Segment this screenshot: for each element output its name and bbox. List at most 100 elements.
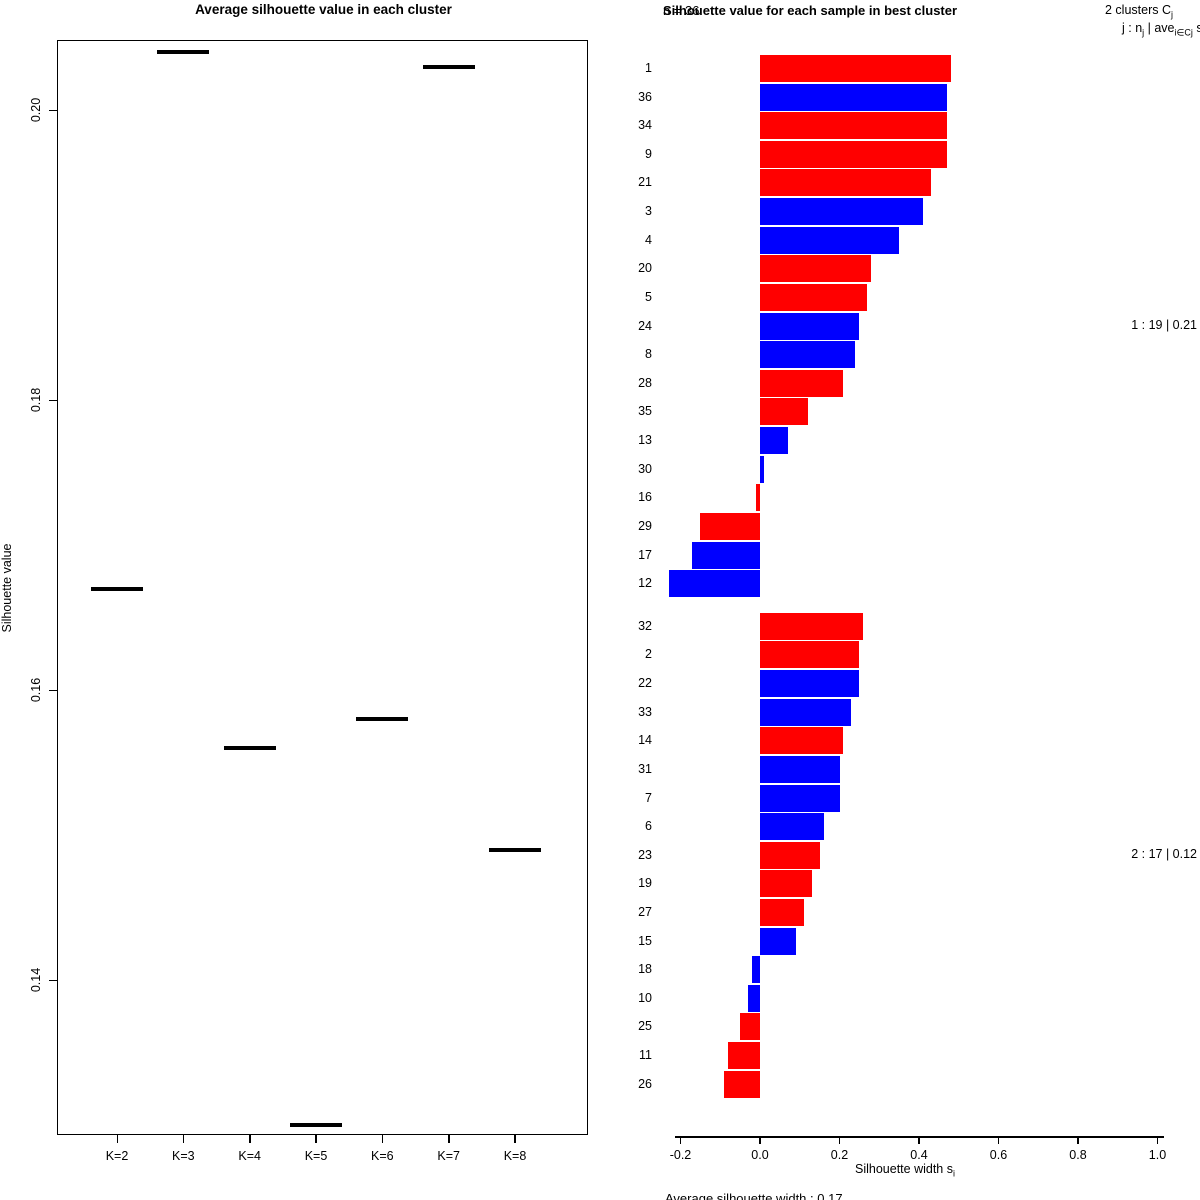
silhouette-bar-sample-11 (728, 1042, 760, 1070)
sample-label-13: 13 (638, 433, 652, 448)
sample-label-32: 32 (638, 618, 652, 633)
silhouette-bar-sample-4 (760, 226, 900, 254)
left-x-tick-mark (514, 1135, 516, 1143)
silhouette-bar-sample-30 (760, 455, 764, 483)
sample-label-26: 26 (638, 1076, 652, 1091)
right-chart-title: Silhouette value for each sample in best… (663, 3, 958, 18)
sample-label-29: 29 (638, 518, 652, 533)
silhouette-bar-sample-22 (760, 670, 860, 698)
left-x-tick-label: K=3 (172, 1149, 195, 1163)
silhouette-bar-sample-16 (756, 484, 760, 512)
data-point-dash-K=8 (488, 847, 541, 852)
silhouette-bar-sample-14 (760, 727, 844, 755)
sample-label-19: 19 (638, 876, 652, 891)
data-point-dash-K=6 (356, 717, 409, 721)
silhouette-bar-sample-20 (760, 255, 872, 283)
sample-label-36: 36 (638, 89, 652, 104)
sample-label-7: 7 (645, 790, 652, 805)
left-x-tick-label: K=8 (503, 1149, 527, 1163)
right-x-tick-mark (838, 1136, 841, 1144)
left-x-tick-mark (448, 1135, 450, 1143)
silhouette-bar-sample-13 (760, 427, 788, 455)
sample-label-14: 14 (638, 733, 652, 748)
left-y-tick-label: 0.14 (29, 967, 43, 993)
silhouette-bar-sample-12 (668, 570, 760, 598)
left-x-tick-mark (381, 1135, 384, 1143)
left-x-tick-label: K=2 (105, 1149, 129, 1163)
sample-label-3: 3 (645, 204, 652, 219)
silhouette-bar-sample-34 (760, 112, 947, 140)
left-y-tick-mark (49, 399, 57, 401)
silhouette-bar-sample-15 (760, 927, 796, 955)
silhouette-bar-sample-2 (760, 641, 860, 669)
right-x-axis-label: Silhouette width si (855, 1162, 955, 1179)
silhouette-bar-sample-8 (760, 341, 856, 369)
left-x-tick-mark (182, 1135, 185, 1143)
left-y-tick-label: 0.16 (29, 677, 43, 703)
sample-label-1: 1 (645, 61, 652, 75)
silhouette-bar-sample-27 (760, 899, 804, 926)
right-x-tick-mark (679, 1136, 682, 1144)
right-x-tick-label: 0.0 (751, 1148, 769, 1162)
silhouette-bar-sample-10 (748, 984, 760, 1012)
silhouette-bar-sample-1 (760, 55, 951, 82)
left-plot-box (57, 40, 588, 1135)
cluster-legend-line2: j : nj | avei∈Cj si (1122, 21, 1200, 38)
data-point-dash-K=3 (157, 50, 210, 54)
silhouette-bar-sample-6 (760, 813, 824, 841)
right-x-tick-label: 0.6 (989, 1148, 1008, 1162)
sample-label-6: 6 (645, 819, 652, 834)
sample-label-15: 15 (638, 933, 652, 948)
silhouette-bar-sample-5 (760, 283, 868, 311)
right-x-tick-label: 1.0 (1148, 1148, 1167, 1162)
silhouette-bar-sample-31 (760, 755, 840, 783)
sample-label-35: 35 (638, 404, 652, 419)
left-x-tick-label: K=7 (437, 1149, 460, 1163)
silhouette-bar-sample-23 (760, 841, 820, 869)
sample-label-22: 22 (638, 676, 652, 691)
sample-label-23: 23 (638, 847, 652, 862)
left-x-tick-label: K=6 (371, 1149, 394, 1163)
sample-label-12: 12 (638, 576, 652, 591)
sample-label-34: 34 (638, 118, 652, 133)
silhouette-bar-sample-35 (760, 398, 808, 426)
left-y-tick-label: 0.18 (29, 387, 43, 413)
left-x-tick-label: K=5 (304, 1149, 328, 1163)
silhouette-bar-sample-17 (692, 541, 760, 569)
sample-label-2: 2 (645, 647, 652, 662)
left-x-tick-mark (249, 1135, 251, 1143)
right-x-tick-mark (1156, 1136, 1159, 1144)
silhouette-bar-sample-21 (760, 169, 931, 197)
sample-label-27: 27 (638, 905, 652, 919)
cluster-summary-1: 1 : 19 | 0.21 (1131, 318, 1197, 333)
right-x-tick-label: 0.8 (1069, 1148, 1087, 1162)
right-x-tick-label: 0.4 (910, 1148, 928, 1162)
sample-label-11: 11 (639, 1048, 652, 1063)
left-y-axis-label: Silhouette value (0, 543, 14, 633)
sample-label-28: 28 (638, 375, 652, 390)
silhouette-bar-sample-9 (760, 140, 947, 168)
data-point-dash-K=5 (289, 1123, 342, 1127)
left-y-tick-mark (49, 689, 57, 691)
cluster-summary-2: 2 : 17 | 0.12 (1131, 847, 1197, 862)
left-y-tick-mark (49, 979, 57, 981)
silhouette-bar-sample-18 (752, 956, 760, 984)
left-chart-title: Average silhouette value in each cluster (195, 2, 452, 17)
silhouette-bar-sample-29 (700, 512, 760, 540)
sample-label-31: 31 (638, 761, 652, 776)
sample-label-16: 16 (638, 490, 652, 505)
sample-label-24: 24 (638, 318, 652, 333)
sample-label-33: 33 (638, 704, 652, 719)
silhouette-bar-sample-33 (760, 698, 852, 726)
silhouette-bar-sample-36 (760, 83, 947, 111)
silhouette-bar-sample-26 (724, 1070, 760, 1098)
data-point-dash-K=2 (91, 586, 143, 591)
left-x-tick-mark (116, 1135, 118, 1143)
right-x-tick-mark (1077, 1136, 1079, 1144)
right-x-tick-mark (918, 1136, 920, 1144)
sample-label-20: 20 (638, 261, 652, 276)
right-x-tick-mark (997, 1136, 1000, 1144)
left-x-tick-mark (315, 1135, 317, 1143)
right-x-tick-mark (759, 1136, 761, 1144)
sample-label-30: 30 (638, 461, 652, 476)
